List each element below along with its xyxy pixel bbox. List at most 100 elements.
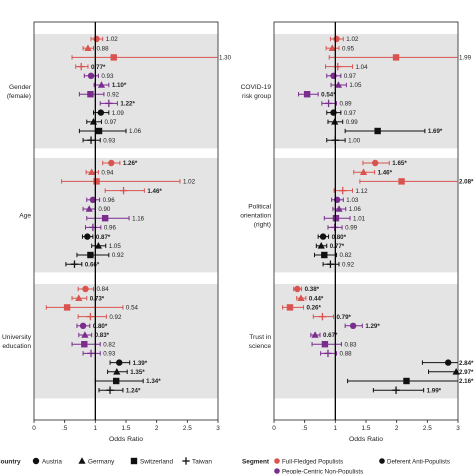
estimate-row: 1.26* <box>102 159 138 167</box>
estimate-row: 0.93 <box>83 72 114 80</box>
estimate-row: 1.46* <box>104 186 162 195</box>
group-label-line: (right) <box>254 222 271 229</box>
estimate-row: 0.92 <box>78 91 120 98</box>
point-estimate <box>392 386 400 394</box>
estimate-row: 0.26* <box>282 304 321 312</box>
estimate-row: 1.22* <box>99 99 135 108</box>
legend: Country Austria Germany Switzerland Taiwan Se… <box>0 457 450 474</box>
point-estimate <box>398 178 405 185</box>
estimate-row: 0.66* <box>65 260 100 268</box>
point-estimate <box>333 35 340 43</box>
estimate-label: 0.44* <box>309 295 324 302</box>
estimate-label: 0.79* <box>336 314 351 321</box>
legend-segment-label: Deferent Anti-Populists <box>387 458 450 465</box>
estimate-label: 0.82 <box>340 252 353 259</box>
point-estimate <box>89 196 97 203</box>
x-tick-label: 2 <box>395 425 399 432</box>
estimate-label: 1.00 <box>348 137 361 144</box>
estimate-row: 0.67* <box>310 331 338 339</box>
estimate-label: 0.88 <box>340 351 353 358</box>
estimate-row: 0.89 <box>321 99 352 108</box>
point-estimate <box>119 186 128 195</box>
point-estimate <box>70 260 79 268</box>
estimate-row: 1.46* <box>353 168 393 176</box>
estimate-row: 1.35* <box>107 368 145 376</box>
estimate-row: 1.99* <box>372 386 442 394</box>
estimate-row: 0.92 <box>76 251 124 259</box>
estimate-row: 0.87* <box>81 233 111 241</box>
point-estimate <box>349 322 357 329</box>
estimate-label: 0.38* <box>305 286 320 293</box>
estimate-row: 0.77* <box>315 242 345 250</box>
estimate-label: 0.92 <box>342 261 355 268</box>
estimate-row: 1.16 <box>86 215 145 222</box>
point-estimate <box>81 331 89 338</box>
group-label-line: risk group <box>242 93 271 100</box>
legend-country-label: Taiwan <box>192 458 212 465</box>
estimate-label: 0.93 <box>103 137 116 144</box>
legend-country-label: Switzerland <box>140 458 173 465</box>
estimate-label: 0.90 <box>98 206 111 213</box>
group-label: Political orientation (right) <box>240 204 271 229</box>
group-label: Trust in science <box>249 334 272 350</box>
estimate-row: 0.96 <box>85 223 117 232</box>
estimate-row: 0.44* <box>296 294 324 302</box>
group-label-line: University <box>2 334 32 341</box>
estimate-label: 0.88 <box>96 45 109 52</box>
estimate-label: 1.35* <box>130 369 145 376</box>
estimate-label: 0.54* <box>321 91 336 98</box>
point-estimate <box>392 54 400 61</box>
estimate-label: 0.80* <box>93 323 108 330</box>
estimate-label: 1.09 <box>112 110 125 117</box>
estimate-label: 0.95 <box>342 45 355 52</box>
point-estimate <box>321 341 329 348</box>
point-estimate <box>87 91 94 98</box>
point-estimate <box>112 377 120 385</box>
point-estimate <box>87 349 95 358</box>
estimate-label: 0.84 <box>96 286 109 293</box>
estimate-label: 1.22* <box>120 101 135 108</box>
estimate-row: 0.92 <box>322 260 355 268</box>
estimate-row: 0.79* <box>312 312 352 321</box>
group-label: University education <box>2 334 32 350</box>
group-label-line: Trust in <box>249 334 271 341</box>
point-estimate <box>77 62 85 71</box>
group-label: Age <box>19 213 31 220</box>
estimate-label: 0.92 <box>109 314 122 321</box>
group-band <box>274 284 458 399</box>
estimate-label: 0.67* <box>323 332 338 339</box>
group-label-line: COVID-19 <box>241 84 272 91</box>
estimate-label: 0.96 <box>103 197 116 204</box>
estimate-label: 0.87* <box>96 234 111 241</box>
estimate-label: 1.03 <box>346 197 359 204</box>
estimate-label: 0.97 <box>104 119 117 126</box>
point-estimate <box>321 251 328 259</box>
estimate-label: 1.99* <box>427 387 442 394</box>
point-estimate <box>84 233 91 240</box>
group-label: Gender (female) <box>7 84 32 100</box>
legend-segment-label: Full-Fledged Populists <box>282 458 343 465</box>
point-estimate <box>334 81 342 88</box>
estimate-label: 1.05 <box>109 243 122 250</box>
estimate-row: 0.95 <box>325 44 355 52</box>
estimate-label: 0.97 <box>344 73 357 80</box>
estimate-row: 0.88 <box>82 44 109 52</box>
x-tick-label: .5 <box>62 425 68 432</box>
point-estimate <box>324 99 333 108</box>
estimate-row: 0.94 <box>85 168 114 176</box>
estimate-label: 1.69* <box>428 128 443 135</box>
estimate-label: 1.04 <box>356 64 369 71</box>
point-estimate <box>82 285 89 293</box>
point-estimate <box>93 35 100 43</box>
point-estimate <box>311 331 319 338</box>
x-tick-label: 1 <box>94 425 98 432</box>
estimate-label: 1.02 <box>346 36 359 43</box>
estimate-label: 0.96 <box>104 225 117 232</box>
estimate-label: 1.06 <box>129 128 142 135</box>
point-estimate <box>97 81 106 88</box>
estimate-label: 1.29* <box>365 323 380 330</box>
estimate-label: 1.65* <box>392 160 407 167</box>
estimate-label: 1.39* <box>133 360 148 367</box>
estimate-label: 1.24* <box>126 387 141 394</box>
estimate-label: 1.02 <box>183 179 196 186</box>
